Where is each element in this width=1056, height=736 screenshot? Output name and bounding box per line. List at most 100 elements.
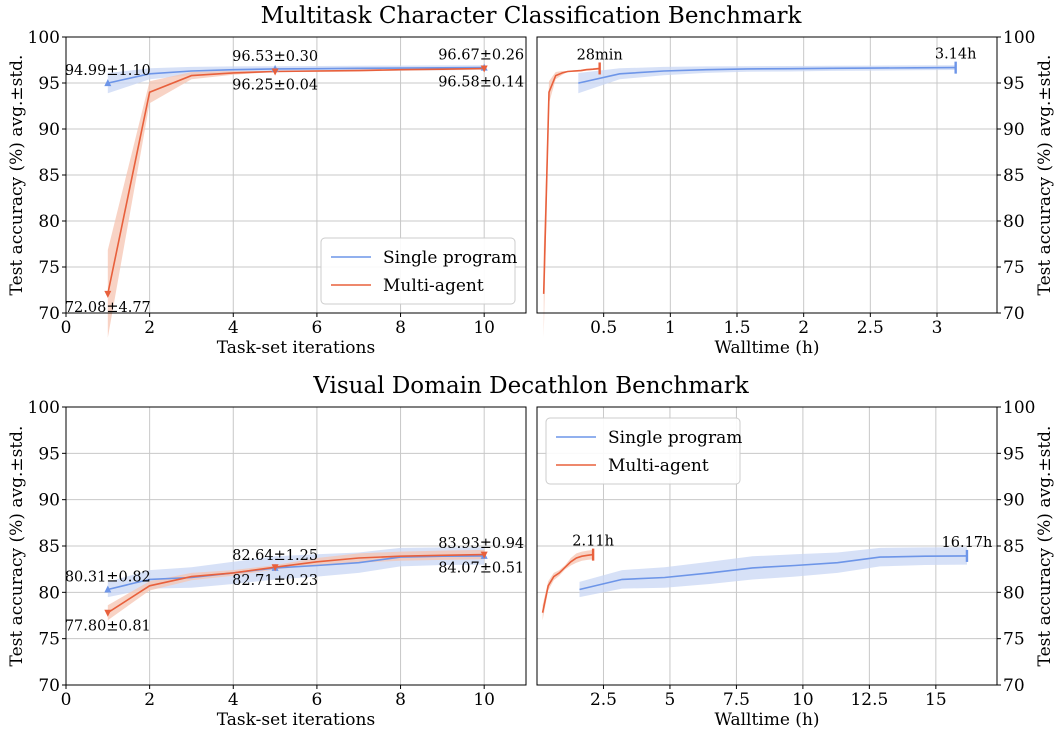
- annotation-label: 83.93±0.94: [438, 536, 524, 552]
- y-tick-label: 90: [38, 491, 60, 511]
- y-tick-label: 95: [38, 444, 60, 464]
- annotation-marker: [104, 290, 112, 298]
- annotation-label: 96.58±0.14: [438, 74, 524, 90]
- series-line-0: [107, 66, 485, 84]
- x-axis-label: Task-set iterations: [217, 710, 375, 730]
- y-tick-label: 85: [1003, 537, 1025, 557]
- series-line-1: [107, 67, 485, 295]
- annotation-label: 82.64±1.25: [232, 548, 318, 564]
- legend-entry: Multi-agent: [383, 276, 484, 296]
- annotation-label: 72.08±4.77: [65, 300, 151, 316]
- legend: Single program Multi-agent: [320, 237, 517, 305]
- y-tick-label: 75: [1003, 630, 1025, 650]
- y-tick-label: 85: [38, 166, 60, 186]
- annotation-label: 84.07±0.51: [438, 561, 524, 577]
- x-tick-label: 15: [925, 690, 947, 710]
- y-axis-label: Test accuracy (%) avg.±std.: [7, 426, 27, 667]
- std-band-0: [579, 547, 967, 598]
- x-tick-label: 10: [473, 318, 495, 338]
- x-tick-label: 0: [61, 690, 72, 710]
- chart-panel-1: 28min 3.14h 0.5 1 1.5 2 2.5 3 70 75 80 85 90 95 100 Wal…: [536, 28, 1055, 358]
- x-tick-label: 6: [311, 318, 322, 338]
- legend-entry: Multi-agent: [608, 456, 709, 476]
- series-line-1: [107, 553, 485, 614]
- legend-box: [545, 417, 741, 485]
- legend-entry: Single program: [383, 248, 517, 268]
- x-tick-label: 2.5: [857, 318, 884, 338]
- series-line-1: [542, 67, 600, 294]
- y-tick-label: 80: [38, 583, 60, 603]
- y-tick-label: 85: [1003, 166, 1025, 186]
- annotation-label: 80.31±0.82: [65, 569, 151, 585]
- annotation-label: 82.71±0.23: [232, 573, 318, 589]
- figure-title-top: Multitask Character Classification Bench…: [261, 3, 803, 29]
- x-tick-label: 4: [228, 690, 239, 710]
- annotation-marker: [104, 79, 112, 87]
- y-tick-label: 90: [38, 120, 60, 140]
- x-tick-label: 2: [144, 690, 155, 710]
- series-line-1: [541, 553, 594, 613]
- chart-panel-2: 80.31±0.82 82.64±1.25 83.93±0.94 77.80±0.81…: [7, 398, 527, 730]
- x-axis-label: Walltime (h): [714, 710, 819, 730]
- std-band-1: [543, 67, 600, 338]
- x-axis-label: Walltime (h): [714, 338, 819, 358]
- x-tick-label: 10: [792, 690, 814, 710]
- y-tick-label: 90: [1003, 491, 1025, 511]
- y-tick-label: 100: [28, 28, 60, 48]
- y-tick-label: 100: [1003, 398, 1035, 418]
- x-tick-label: 2: [144, 318, 155, 338]
- y-tick-label: 90: [1003, 120, 1025, 140]
- series-line-0: [107, 555, 485, 591]
- series-line-0: [578, 66, 956, 84]
- end-label: 3.14h: [935, 47, 977, 63]
- x-tick-label: 2.5: [590, 690, 617, 710]
- annotation-label: 94.99±1.10: [65, 63, 151, 79]
- end-label: 28min: [577, 47, 623, 63]
- x-tick-label: 10: [473, 690, 495, 710]
- x-tick-label: 6: [311, 690, 322, 710]
- y-axis-label: Test accuracy (%) avg.±std.: [1035, 426, 1055, 667]
- x-tick-label: 8: [395, 318, 406, 338]
- y-axis-label: Test accuracy (%) avg.±std.: [7, 55, 27, 296]
- x-tick-label: 2: [798, 318, 809, 338]
- x-tick-label: 1.5: [723, 318, 750, 338]
- y-tick-label: 80: [1003, 583, 1025, 603]
- chart-panel-0: 94.99±1.10 96.53±0.30 96.67±0.26 72.08±4.77…: [7, 28, 527, 358]
- annotation-marker: [271, 564, 279, 572]
- annotation-marker: [271, 68, 279, 76]
- x-tick-label: 7.5: [723, 690, 750, 710]
- chart-panel-3: 2.11h 16.17h 2.5 5 7.5 10 12.5 15 70 75 80 85 90 95 10…: [536, 398, 1055, 730]
- y-tick-label: 75: [38, 258, 60, 278]
- std-band-0: [578, 65, 956, 94]
- x-tick-label: 5: [665, 690, 676, 710]
- x-tick-label: 12.5: [850, 690, 888, 710]
- x-tick-label: 8: [395, 690, 406, 710]
- y-tick-label: 70: [38, 304, 60, 324]
- legend-entry: Single program: [608, 428, 742, 448]
- x-tick-label: 1: [665, 318, 676, 338]
- x-tick-label: 3: [932, 318, 943, 338]
- annotation-marker: [104, 609, 112, 617]
- end-label: 2.11h: [572, 534, 614, 550]
- annotation-label: 77.80±0.81: [65, 619, 151, 635]
- annotation-marker: [480, 65, 488, 73]
- series-line-0: [579, 555, 968, 591]
- y-tick-label: 75: [38, 630, 60, 650]
- y-tick-label: 70: [38, 676, 60, 696]
- y-tick-label: 100: [28, 398, 60, 418]
- y-tick-label: 100: [1003, 28, 1035, 48]
- legend: Single program Multi-agent: [545, 417, 742, 485]
- y-tick-label: 75: [1003, 258, 1025, 278]
- legend-box: [320, 237, 516, 305]
- y-tick-label: 95: [1003, 74, 1025, 94]
- y-tick-label: 95: [38, 74, 60, 94]
- annotation-label: 96.25±0.04: [232, 78, 318, 94]
- y-tick-label: 95: [1003, 444, 1025, 464]
- y-tick-label: 80: [1003, 212, 1025, 232]
- figure-title-bottom: Visual Domain Decathlon Benchmark: [312, 373, 749, 399]
- annotation-marker: [480, 551, 488, 559]
- annotation-label: 96.53±0.30: [232, 49, 318, 65]
- annotation-marker: [104, 585, 112, 593]
- annotation-label: 96.67±0.26: [438, 48, 524, 64]
